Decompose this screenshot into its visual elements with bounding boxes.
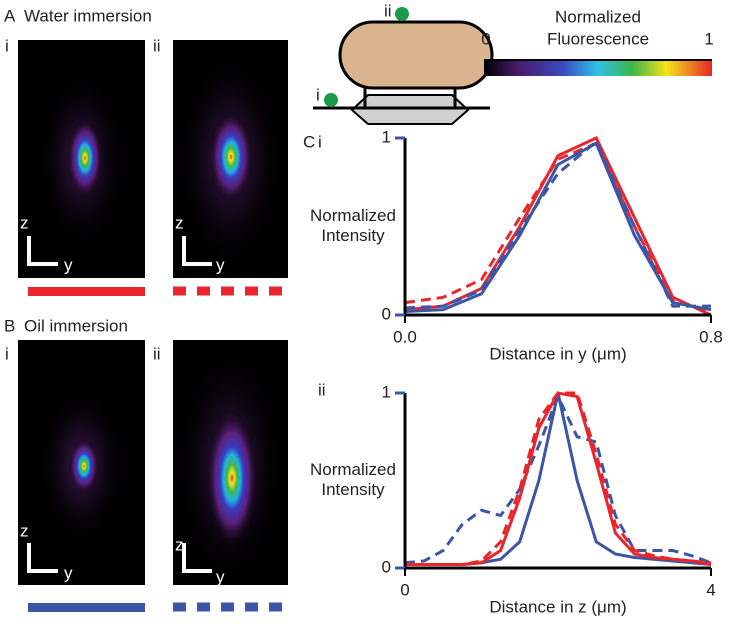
x-axis-label: Distance in y (μm): [489, 344, 626, 363]
x-tick-label: 0.0: [393, 327, 417, 346]
colorbar-min: 0: [481, 29, 490, 48]
colorbar-title: Fluorescence: [547, 29, 649, 48]
data-line: [404, 141, 712, 313]
sub-label: i: [318, 132, 322, 151]
axis-y: y: [64, 255, 73, 274]
colorbar-max: 1: [704, 29, 713, 48]
x-tick-label: 0: [400, 580, 409, 599]
panel-title: Water immersion: [24, 6, 152, 25]
y-axis-label: Intensity: [321, 480, 385, 499]
axis-z: z: [20, 521, 29, 540]
diagram-label: i: [316, 85, 320, 104]
y-tick-label: 0: [382, 557, 391, 576]
colorbar-title: Normalized: [555, 7, 641, 26]
image-spot: [69, 438, 99, 494]
y-tick-label: 0: [382, 304, 391, 323]
y-tick-label: 1: [382, 382, 391, 401]
data-line: [404, 141, 712, 313]
scale-axes: [27, 236, 212, 573]
colorbar: [484, 60, 712, 76]
axis-z: z: [175, 535, 184, 554]
data-line: [405, 391, 712, 566]
image-spot: [209, 111, 253, 203]
axis-z: z: [20, 213, 29, 232]
y-axis-label: Intensity: [321, 226, 385, 245]
y-axis-label: Normalized: [310, 206, 396, 225]
x-tick-label: 4: [706, 580, 715, 599]
axis-y: y: [216, 567, 225, 586]
axis-y: y: [64, 563, 73, 582]
image-spot: [67, 118, 103, 198]
panel-title: Oil immersion: [24, 316, 128, 335]
axis-y: y: [216, 255, 225, 274]
sample-diagram: [313, 7, 494, 125]
sub-label: ii: [153, 344, 161, 363]
image-spot: [206, 408, 258, 548]
sub-label: ii: [318, 380, 326, 399]
axis-z: z: [175, 213, 184, 232]
sub-label: ii: [153, 36, 161, 55]
key-bar: [28, 287, 145, 296]
key-bar: [28, 603, 145, 612]
diagram-label: ii: [384, 1, 392, 20]
y-tick-label: 1: [382, 127, 391, 146]
data-line: [404, 392, 712, 565]
sub-label: i: [5, 36, 9, 55]
panel-letter: B: [4, 316, 15, 335]
x-axis-label: Distance in z (μm): [489, 597, 626, 616]
panel-letter: C: [303, 132, 315, 151]
x-tick-label: 0.8: [699, 327, 723, 346]
sub-label: i: [5, 344, 9, 363]
y-axis-label: Normalized: [310, 460, 396, 479]
panel-letter: A: [4, 6, 16, 25]
data-line: [404, 139, 711, 310]
